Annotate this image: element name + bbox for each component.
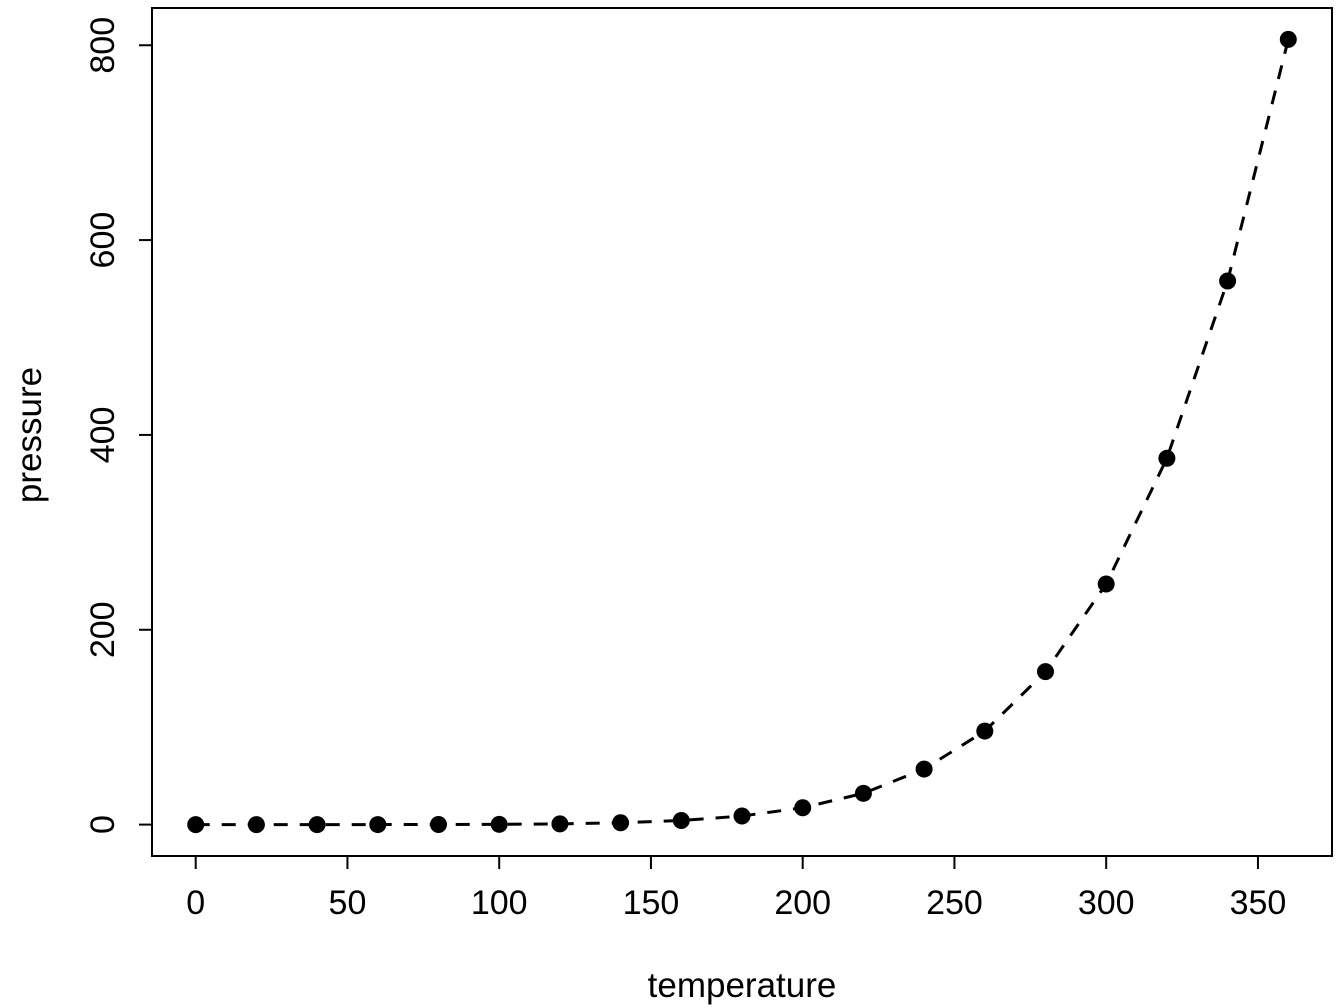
y-axis-tick-label: 200 bbox=[84, 601, 122, 658]
data-point bbox=[733, 807, 751, 825]
data-point bbox=[854, 784, 872, 802]
x-axis-tick-label: 150 bbox=[623, 884, 680, 922]
data-point bbox=[308, 816, 326, 834]
y-axis-tick-label: 800 bbox=[84, 17, 122, 74]
data-point bbox=[1036, 663, 1054, 681]
x-axis-tick-label: 300 bbox=[1078, 884, 1135, 922]
data-point bbox=[551, 815, 569, 833]
x-axis-title: temperature bbox=[647, 966, 837, 1005]
data-point bbox=[794, 799, 812, 817]
x-axis-tick-label: 0 bbox=[186, 884, 205, 922]
x-axis-tick-label: 200 bbox=[774, 884, 831, 922]
x-axis-tick-label: 250 bbox=[926, 884, 983, 922]
data-point bbox=[1158, 449, 1176, 467]
data-point bbox=[187, 816, 205, 834]
y-axis-title: pressure bbox=[10, 366, 49, 504]
x-axis-tick-label: 50 bbox=[329, 884, 367, 922]
y-axis-tick-label: 0 bbox=[84, 815, 122, 834]
data-point bbox=[369, 816, 387, 834]
data-point bbox=[915, 760, 933, 778]
data-point bbox=[1219, 272, 1237, 290]
y-axis-tick-label: 600 bbox=[84, 212, 122, 269]
data-point bbox=[490, 815, 508, 833]
data-point bbox=[1097, 575, 1115, 593]
plot-border bbox=[151, 7, 1333, 857]
data-point bbox=[612, 814, 630, 832]
data-point bbox=[430, 816, 448, 834]
series-line bbox=[195, 39, 1290, 827]
data-point bbox=[247, 816, 265, 834]
x-axis-tick-label: 100 bbox=[471, 884, 528, 922]
y-axis-tick-label: 400 bbox=[84, 407, 122, 464]
x-axis-tick-label: 350 bbox=[1230, 884, 1287, 922]
data-point bbox=[1279, 30, 1297, 48]
data-point bbox=[976, 722, 994, 740]
data-point bbox=[672, 812, 690, 830]
